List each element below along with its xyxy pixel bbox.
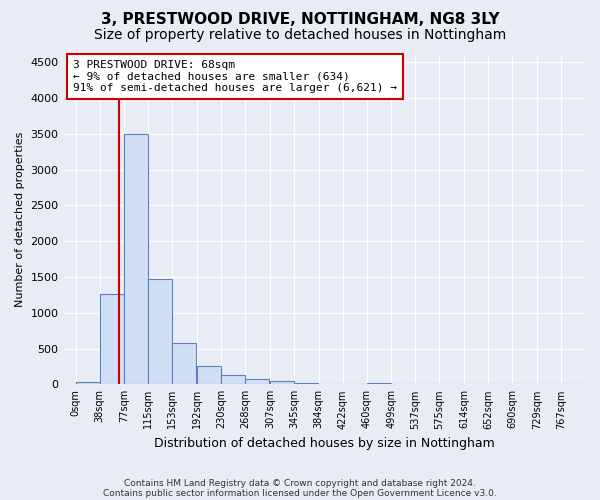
Text: Size of property relative to detached houses in Nottingham: Size of property relative to detached ho… <box>94 28 506 42</box>
Bar <box>367 383 391 384</box>
Bar <box>76 382 100 384</box>
Bar <box>172 343 196 384</box>
Bar <box>100 294 124 384</box>
Bar <box>124 134 148 384</box>
Y-axis label: Number of detached properties: Number of detached properties <box>15 132 25 308</box>
Bar <box>270 382 294 384</box>
Bar <box>221 374 245 384</box>
Bar <box>245 378 269 384</box>
Bar <box>294 383 318 384</box>
Bar <box>148 279 172 384</box>
Text: 3 PRESTWOOD DRIVE: 68sqm
← 9% of detached houses are smaller (634)
91% of semi-d: 3 PRESTWOOD DRIVE: 68sqm ← 9% of detache… <box>73 60 397 93</box>
Text: 3, PRESTWOOD DRIVE, NOTTINGHAM, NG8 3LY: 3, PRESTWOOD DRIVE, NOTTINGHAM, NG8 3LY <box>101 12 499 28</box>
Text: Contains HM Land Registry data © Crown copyright and database right 2024.: Contains HM Land Registry data © Crown c… <box>124 478 476 488</box>
Text: Contains public sector information licensed under the Open Government Licence v3: Contains public sector information licen… <box>103 488 497 498</box>
Bar <box>197 366 221 384</box>
X-axis label: Distribution of detached houses by size in Nottingham: Distribution of detached houses by size … <box>154 437 494 450</box>
